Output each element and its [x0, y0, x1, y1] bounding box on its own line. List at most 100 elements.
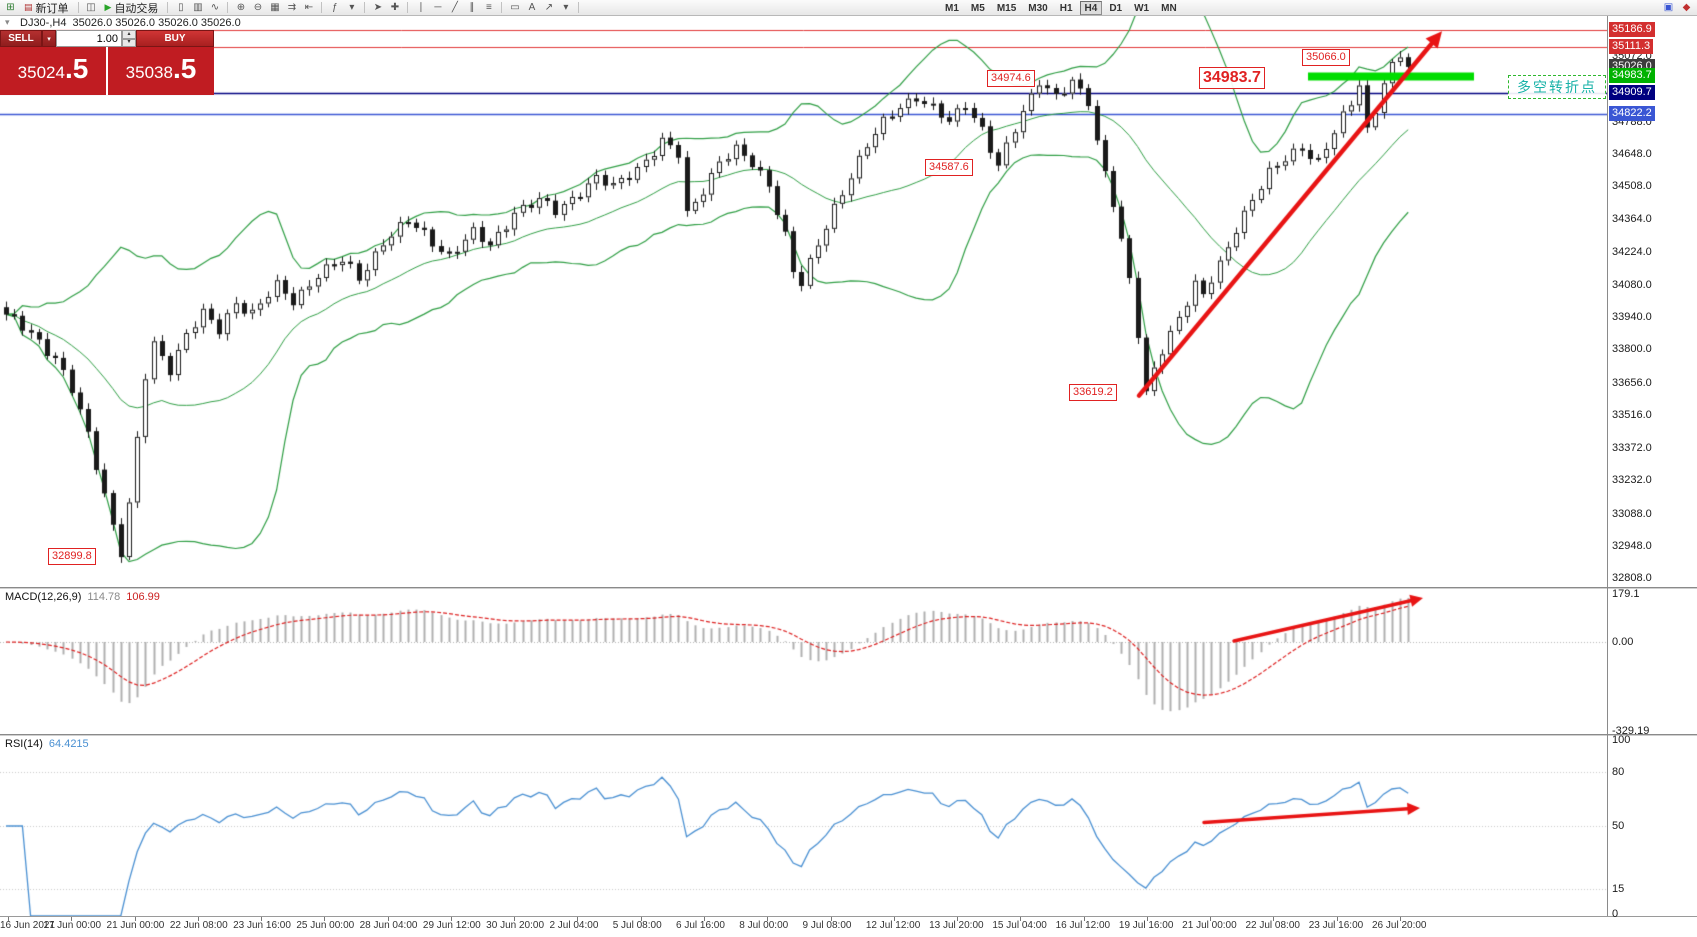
auto-scroll-icon[interactable]: ⇉: [287, 1, 297, 13]
price-axis-label: 33516.0: [1612, 408, 1652, 421]
price-axis-label: 34648.0: [1612, 147, 1652, 160]
price-axis-label: 33372.0: [1612, 442, 1652, 455]
macd-axis-label: 0.00: [1612, 636, 1634, 649]
rsi-axis-label: 15: [1612, 883, 1625, 895]
timeframe-h4-button[interactable]: H4: [1079, 1, 1103, 15]
price-axis-label: 34364.0: [1612, 213, 1652, 226]
tile-windows-icon[interactable]: ▦: [270, 1, 280, 13]
toolbar-icon-strip: ⊞ ▤ 新订单 ◫ ▶ 自动交易 ▯ ▥ ∿ ⊕ ⊖ ▦ ⇉ ⇤ ƒ ▾ ➤ ✚ ∣ ─ ╱ ∥ ≡ ▭ A ↗ ▾: [3, 0, 582, 15]
price-tag: 35111.3: [1609, 38, 1654, 54]
toolbar: ⊞ ▤ 新订单 ◫ ▶ 自动交易 ▯ ▥ ∿ ⊕ ⊖ ▦ ⇉ ⇤ ƒ ▾ ➤ ✚ ∣ ─ ╱ ∥ ≡ ▭ A ↗ ▾ M1 M5 M15…: [0, 0, 1697, 16]
toolbar-separator: [321, 2, 323, 13]
chart-shift-icon[interactable]: ⇤: [304, 1, 314, 13]
auto-trading-button-icon: ▶: [104, 2, 112, 12]
price-tag: 34983.7: [1609, 68, 1655, 84]
sell-price-fraction: .5: [64, 53, 89, 84]
volume-down-button[interactable]: ▾: [122, 38, 136, 47]
timeframe-m5-button[interactable]: M5: [970, 3, 985, 14]
indicators-dropdown-icon[interactable]: ▾: [349, 1, 355, 13]
price-tag: 34909.7: [1609, 85, 1655, 101]
toolbar-separator: [167, 2, 169, 13]
new-chart-icon[interactable]: ⊞: [6, 1, 15, 13]
trade-options-dropdown[interactable]: ▾: [42, 30, 56, 47]
price-axis-label: 35072.0: [1612, 50, 1652, 63]
new-order-button[interactable]: ▤ 新订单: [20, 0, 73, 15]
toolbar-separator: [501, 2, 503, 13]
sell-price[interactable]: 35024.5: [0, 47, 106, 95]
buy-price-fraction: .5: [172, 53, 197, 84]
timeframe-m30-button[interactable]: M30: [1028, 3, 1048, 14]
crosshair-icon[interactable]: ✚: [390, 1, 400, 13]
chart-title: DJ30-,H4 35026.0 35026.0 35026.0 35026.0: [20, 17, 241, 29]
shapes-icon[interactable]: ▭: [510, 1, 520, 13]
price-axis-label: 32948.0: [1612, 539, 1652, 552]
timeframe-m15-button[interactable]: M15: [996, 3, 1017, 14]
new-order-button-icon: ▤: [24, 2, 33, 12]
macd-panel-canvas[interactable]: [0, 589, 1607, 736]
toolbar-separator: [407, 2, 409, 13]
macd-axis-label: 179.1: [1612, 587, 1640, 600]
arrow-object-icon[interactable]: ↗: [544, 1, 554, 13]
fibonacci-icon[interactable]: ≡: [486, 1, 492, 13]
candlestick-chart-icon[interactable]: ▯: [178, 1, 184, 13]
symbol-period-label: DJ30-,H4: [20, 17, 67, 29]
sell-button[interactable]: SELL: [0, 30, 42, 47]
auto-trading-button-label: 自动交易: [114, 2, 159, 15]
timeframe-m1-button[interactable]: M1: [945, 3, 959, 14]
ohlc-values: 35026.0 35026.0 35026.0 35026.0: [72, 17, 241, 29]
price-axis-label: 32808.0: [1612, 572, 1652, 585]
cursor-icon[interactable]: ➤: [373, 1, 383, 13]
trendline-icon[interactable]: ╱: [451, 1, 458, 13]
bar-chart-icon[interactable]: ▥: [193, 1, 203, 13]
auto-trading-button[interactable]: ▶ 自动交易: [101, 0, 163, 15]
timeframe-w1-button[interactable]: W1: [1134, 3, 1150, 14]
zoom-in-icon[interactable]: ⊕: [236, 1, 246, 13]
rsi-panel-canvas[interactable]: [0, 736, 1607, 916]
market-watch-icon[interactable]: ◆: [1682, 2, 1691, 13]
price-axis-label: 34080.0: [1612, 278, 1652, 291]
price-axis-label: 33800.0: [1612, 343, 1652, 356]
chart-profiles-icon[interactable]: ◫: [86, 1, 96, 13]
timeframe-h1-button[interactable]: H1: [1059, 3, 1073, 14]
panel-separator[interactable]: [0, 734, 1697, 736]
price-axis-border: [1607, 15, 1608, 916]
line-chart-icon[interactable]: ∿: [210, 1, 220, 13]
sell-price-base: 35024: [17, 63, 65, 82]
rsi-indicator-label: RSI(14) 64.4215: [5, 738, 89, 750]
one-click-toggle-icon[interactable]: ▾: [5, 17, 10, 27]
objects-dropdown-icon[interactable]: ▾: [563, 1, 569, 13]
time-axis[interactable]: [0, 917, 1697, 937]
timeframe-mn-button[interactable]: MN: [1161, 3, 1177, 14]
equidistant-channel-icon[interactable]: ∥: [469, 1, 475, 13]
price-axis-label: 34508.0: [1612, 180, 1652, 193]
rsi-name: RSI(14): [5, 738, 43, 750]
macd-value-signal: 106.99: [126, 591, 160, 603]
indicators-icon[interactable]: ƒ: [332, 1, 338, 13]
timeframe-group: M1 M5 M15 M30 H1 H4 D1 W1 MN: [940, 1, 1184, 15]
main-chart-canvas[interactable]: [0, 15, 1607, 589]
price-axis-label: 34788.0: [1612, 115, 1652, 128]
price-axis-label: 33656.0: [1612, 376, 1652, 389]
trade-panel-prices: 35024.5 35038.5: [0, 47, 214, 95]
chart-list-icon[interactable]: ▣: [1663, 2, 1674, 13]
vertical-line-icon[interactable]: ∣: [418, 1, 424, 13]
price-axis-label: 33232.0: [1612, 474, 1652, 487]
zoom-out-icon[interactable]: ⊖: [253, 1, 263, 13]
new-order-button-label: 新订单: [35, 2, 69, 15]
price-axis-label: 34224.0: [1612, 245, 1652, 258]
panel-separator[interactable]: [0, 587, 1697, 589]
toolbar-right-icons: ▣ ◆: [1661, 1, 1694, 15]
rsi-value: 64.4215: [48, 738, 89, 750]
price-tag: 34822.2: [1609, 105, 1655, 121]
buy-button[interactable]: BUY: [136, 30, 214, 47]
timeframe-d1-button[interactable]: D1: [1109, 3, 1123, 14]
buy-price[interactable]: 35038.5: [108, 47, 214, 95]
volume-input[interactable]: [56, 30, 122, 47]
rsi-axis-label: 50: [1612, 820, 1625, 832]
volume-up-button[interactable]: ▴: [122, 30, 136, 39]
text-icon[interactable]: A: [528, 1, 536, 13]
price-axis-label: 33088.0: [1612, 507, 1652, 520]
horizontal-line-icon[interactable]: ─: [434, 1, 442, 13]
price-tag: 35026.0: [1609, 58, 1655, 74]
